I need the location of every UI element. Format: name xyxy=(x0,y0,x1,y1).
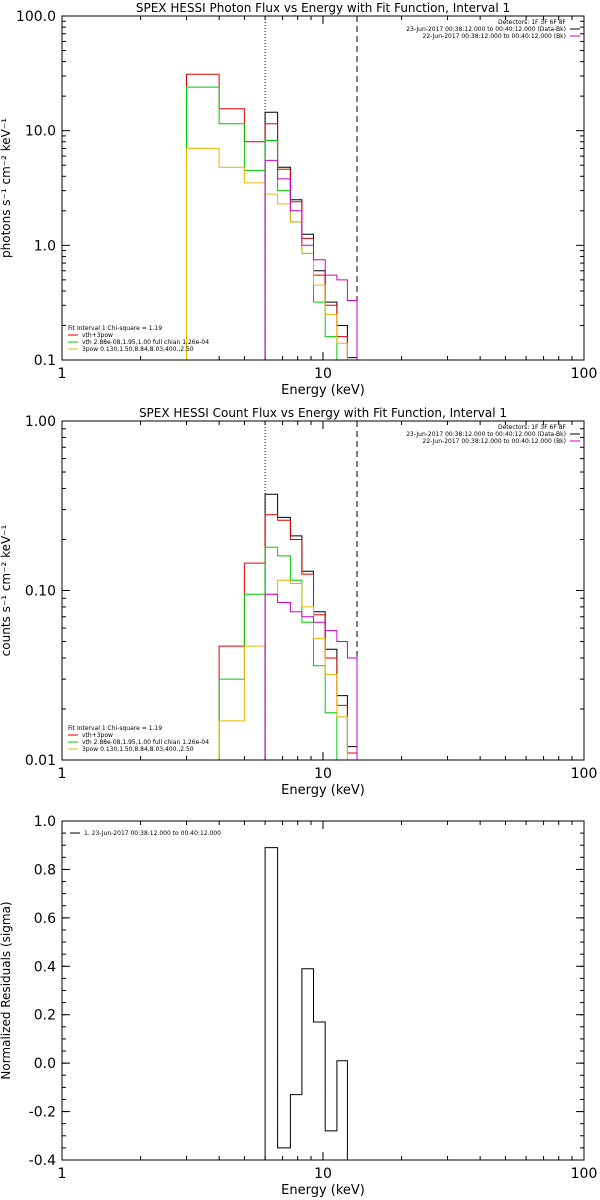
legend-line: vth 2.88e-08,1.95,1.00 full chian 1.26e-… xyxy=(82,339,209,346)
header-line: Detectors: 1F 3F 6F 8F xyxy=(498,424,567,431)
y-tick-label: 0.8 xyxy=(34,862,56,878)
x-axis-label: Energy (keV) xyxy=(281,1183,365,1198)
y-tick-label: 10.0 xyxy=(25,124,56,140)
legend-line: vth+3pow xyxy=(82,332,113,339)
y-tick-label: 0.1 xyxy=(34,353,56,369)
legend-line: 1. 23-Jun-2017 00:38:12.000 to 00:40:12.… xyxy=(84,830,221,837)
series-3pow xyxy=(218,579,358,760)
chart-panel-1: SPEX HESSI Photon Flux vs Energy with Fi… xyxy=(0,1,597,398)
series-bk xyxy=(264,593,358,760)
y-tick-label: 0.6 xyxy=(34,911,56,927)
series-bk xyxy=(264,159,358,360)
y-tick-label: 1.0 xyxy=(34,238,56,254)
y-tick-label: -0.4 xyxy=(29,1153,56,1169)
legend-line: Fit Interval 1 Chi-square = 1.19 xyxy=(68,325,162,332)
x-tick-label: 10 xyxy=(314,766,332,782)
legend-line: 3pow 0.130,1.50,8.84,8.03,400.,2.50 xyxy=(82,746,194,753)
chart-panel-2: SPEX HESSI Count Flux vs Energy with Fit… xyxy=(0,406,597,798)
x-tick-label: 1 xyxy=(58,766,67,782)
y-axis-label: photons s⁻¹ cm⁻² keV⁻¹ xyxy=(0,118,13,258)
series-vth-3pow xyxy=(218,514,358,760)
series-group xyxy=(264,847,348,1160)
header-line: 22-Jun-2017 00:38:12.000 to 00:40:12.000… xyxy=(423,33,566,40)
plot-frame xyxy=(61,15,585,361)
y-tick-label: 0.0 xyxy=(34,1056,56,1072)
x-tick-label: 100 xyxy=(571,1166,598,1182)
x-tick-label: 100 xyxy=(571,366,598,382)
y-tick-label: -0.2 xyxy=(29,1105,56,1121)
x-tick-label: 10 xyxy=(314,1166,332,1182)
header-line: 23-Jun-2017 00:38:12.000 to 00:40:12.000… xyxy=(406,431,566,438)
series-vth xyxy=(186,86,348,360)
y-tick-label: 0.2 xyxy=(34,1008,56,1024)
x-axis-label: Energy (keV) xyxy=(281,783,365,798)
x-tick-label: 100 xyxy=(571,766,598,782)
legend-line: 3pow 0.130,1.50,8.84,8.03,400.,2.50 xyxy=(82,346,194,353)
y-tick-label: 0.10 xyxy=(25,584,56,600)
y-axis-label: counts s⁻¹ cm⁻² keV⁻¹ xyxy=(0,524,13,656)
y-tick-label: 100.0 xyxy=(16,9,56,25)
header-line: 23-Jun-2017 00:38:12.000 to 00:40:12.000… xyxy=(406,26,566,33)
x-tick-label: 10 xyxy=(314,366,332,382)
y-tick-label: 0.01 xyxy=(25,753,56,769)
legend-line: vth 2.88e-08,1.95,1.00 full chian 1.26e-… xyxy=(82,739,209,746)
plot-frame xyxy=(61,420,585,761)
x-tick-label: 1 xyxy=(58,366,67,382)
y-tick-label: 1.00 xyxy=(25,414,56,430)
series-3pow xyxy=(186,147,358,360)
y-tick-label: 1.0 xyxy=(34,814,56,830)
header-line: 22-Jun-2017 00:38:12.000 to 00:40:12.000… xyxy=(423,438,566,445)
header-line: Detectors: 1F 3F 6F 8F xyxy=(498,19,567,26)
x-axis-label: Energy (keV) xyxy=(281,383,365,398)
series-group xyxy=(218,493,358,760)
plot-frame xyxy=(61,820,585,1161)
panel-title: SPEX HESSI Photon Flux vs Energy with Fi… xyxy=(136,1,510,15)
series-residuals xyxy=(264,847,348,1160)
series-vth-3pow xyxy=(186,73,358,360)
series-group xyxy=(186,73,358,360)
panel-title: SPEX HESSI Count Flux vs Energy with Fit… xyxy=(139,406,507,420)
legend-line: Fit Interval 1 Chi-square = 1.19 xyxy=(68,725,162,732)
x-tick-label: 1 xyxy=(58,1166,67,1182)
legend-line: vth+3pow xyxy=(82,732,113,739)
series-data-bk xyxy=(264,493,358,760)
y-tick-label: 0.4 xyxy=(34,959,56,975)
series-vth xyxy=(218,546,348,760)
series-data-bk xyxy=(264,111,358,360)
y-axis-label: Normalized Residuals (sigma) xyxy=(0,901,13,1079)
chart-panel-3: 1 10 100 -0.4 -0.2 0.0 0.2 0.4 0.6 0.8 1.0 Energy (… xyxy=(0,814,597,1198)
